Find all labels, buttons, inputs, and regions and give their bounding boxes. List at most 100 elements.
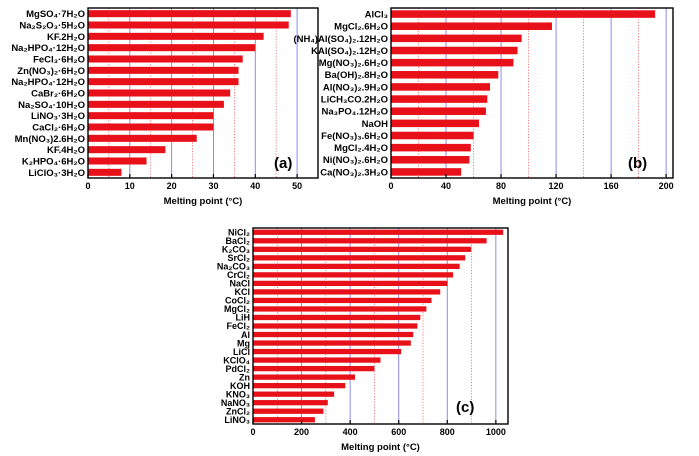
- category-label: Zn: [239, 372, 250, 382]
- category-label: AlCl₃: [365, 9, 388, 20]
- category-label: Na₂HPO₄·12H₂O: [11, 43, 85, 54]
- category-label: FeCl₃·6H₂O: [33, 54, 85, 65]
- category-label: Na₂SO₄·10H₂O: [18, 100, 85, 111]
- x-tick-label: 1000: [486, 427, 506, 437]
- bar: [253, 374, 355, 380]
- category-label: CaBr₂·6H₂O: [31, 88, 85, 99]
- category-label: KNO₃: [226, 389, 250, 399]
- plot-frame: [87, 7, 319, 179]
- panel-label: (c): [456, 399, 474, 416]
- category-label: CrCl₂: [227, 270, 250, 280]
- category-label: Mn(NO₃)2.6H₂O: [15, 134, 85, 145]
- panel-a: MgSO₄·7H₂ONa₂S₂O₃·5H₂OKF.2H₂ONa₂HPO₄·12H…: [11, 7, 319, 207]
- category-label: K₂HPO₄·6H₂O: [22, 156, 85, 167]
- bar: [253, 348, 402, 355]
- category-label: LiH: [236, 313, 251, 323]
- x-tick-label: 50: [292, 181, 302, 191]
- category-label: SrCl₂: [227, 253, 250, 263]
- bar: [253, 297, 432, 304]
- bar: [253, 314, 421, 321]
- category-label: MgSO₄·7H₂O: [26, 9, 85, 20]
- bar: [253, 246, 472, 252]
- panel-label: (b): [628, 155, 647, 172]
- bar: [88, 168, 122, 176]
- bar: [88, 55, 243, 63]
- plot-frame: [390, 7, 674, 179]
- category-label: KF.4H₂O: [47, 145, 85, 156]
- bar: [88, 123, 214, 131]
- category-label: Zn(NO₃)₂·6H₂O: [17, 66, 85, 77]
- bar: [253, 400, 328, 406]
- category-label: Na₂S₂O₃·5H₂O: [19, 20, 85, 31]
- bar: [391, 168, 462, 176]
- bar: [88, 44, 256, 52]
- category-label: NaCl: [229, 279, 250, 289]
- category-label: NiCl₂: [228, 228, 250, 238]
- category-label: Ba(OH)₂.8H₂O: [325, 70, 388, 81]
- bar: [391, 107, 486, 115]
- x-tick-label: 80: [496, 181, 506, 191]
- bar: [391, 10, 656, 18]
- category-label: ZnCl₂: [226, 406, 250, 416]
- bar: [253, 306, 427, 312]
- x-axis-label: Melting point (°C): [341, 442, 420, 453]
- category-label: KF.2H₂O: [47, 32, 85, 43]
- category-label: KCl: [235, 287, 251, 297]
- category-label: Na₂HPO₄·12H₂O: [11, 77, 85, 88]
- bar: [88, 134, 197, 142]
- panel-c: NiCl₂BaCl₂K₂CO₃SrCl₂Na₂CO₃CrCl₂NaClKClCo…: [217, 227, 509, 453]
- bar: [253, 408, 324, 414]
- bar: [253, 229, 504, 235]
- category-label: Ni(NO₃)₂.6H₂O: [323, 155, 388, 166]
- x-tick-label: 800: [440, 427, 455, 437]
- bar: [88, 32, 264, 40]
- category-label: KClO₄: [223, 355, 250, 365]
- x-tick-label: 10: [125, 181, 135, 191]
- bar: [253, 272, 454, 278]
- category-label: KAl(SO₄)₂.12H₂O: [311, 46, 388, 57]
- x-tick-label: 200: [659, 181, 674, 191]
- bar: [391, 83, 491, 91]
- category-label: LiCl: [233, 347, 250, 357]
- category-label: Mg(NO₃)₂.6H₂O: [319, 58, 388, 69]
- category-label: LiCH₃CO.2H₂O: [321, 94, 388, 105]
- x-tick-label: 20: [167, 181, 177, 191]
- bar: [391, 22, 552, 30]
- bar: [88, 78, 239, 86]
- category-label: MgCl₂.4H₂O: [334, 143, 388, 154]
- x-axis-label: Melting point (°C): [493, 196, 572, 207]
- category-label: Fe(NO₃)₃.6H₂O: [321, 131, 388, 142]
- bar: [253, 280, 448, 287]
- category-label: Al: [241, 330, 250, 340]
- category-label: K₂CO₃: [222, 245, 250, 255]
- category-label: PdCl₂: [226, 364, 251, 374]
- bar: [88, 146, 166, 154]
- bar: [88, 112, 214, 120]
- bar: [253, 357, 381, 363]
- x-tick-label: 0: [388, 181, 393, 191]
- bar: [391, 58, 514, 67]
- category-label: Na₃PO₄.12H₂O: [322, 107, 388, 118]
- bar: [253, 263, 460, 269]
- bar: [253, 255, 466, 261]
- category-label: NaOH: [362, 119, 389, 130]
- x-tick-label: 40: [441, 181, 451, 191]
- plot-frame: [252, 227, 509, 425]
- x-tick-label: 0: [85, 181, 90, 191]
- bar: [391, 95, 488, 103]
- bar: [253, 289, 441, 295]
- x-axis-label: Melting point (°C): [164, 196, 243, 207]
- x-tick-label: 120: [549, 181, 564, 191]
- bar: [253, 323, 418, 329]
- category-label: FeCl₂: [226, 321, 250, 331]
- x-tick-label: 30: [208, 181, 218, 191]
- bar: [391, 156, 470, 164]
- category-label: NaNO₃: [221, 398, 250, 408]
- bar: [391, 34, 522, 43]
- bar: [88, 157, 147, 165]
- bar: [391, 46, 518, 55]
- bar: [253, 391, 335, 397]
- category-label: Al(NO₃)₂.9H₂O: [323, 82, 388, 93]
- category-label: LiClO₃·3H₂O: [28, 168, 85, 179]
